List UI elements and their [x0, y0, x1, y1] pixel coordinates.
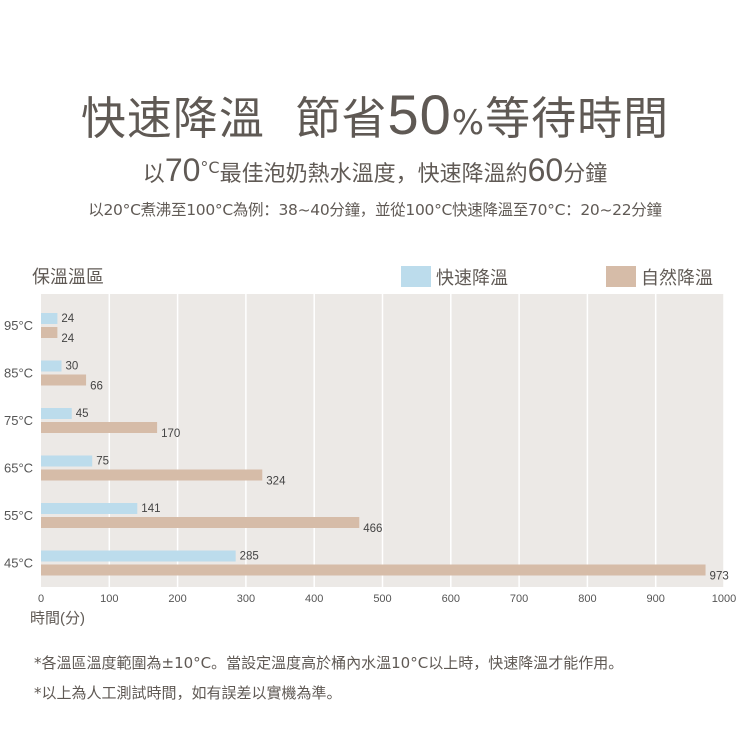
footnote: *以上為人工測試時間，如有誤差以實機為準。 [34, 684, 342, 702]
data-label: 24 [61, 333, 74, 345]
footnotes: *各溫區溫度範圍為±10°C。當設定溫度高於桶內水溫10°C以上時，快速降溫才能… [34, 648, 623, 708]
sub1-number-2: 60 [527, 152, 564, 188]
data-label: 66 [90, 381, 103, 393]
data-label: 75 [96, 456, 109, 468]
data-label: 466 [363, 523, 382, 535]
x-axis-label: 時間(分) [30, 610, 85, 627]
bar [41, 469, 263, 481]
bar [41, 564, 706, 576]
x-tick-label: 700 [510, 593, 528, 605]
x-tick-label: 0 [38, 593, 44, 605]
bar [41, 313, 58, 324]
bar [41, 455, 93, 467]
y-category-label: 75°C [4, 413, 33, 428]
legend-label: 快速降溫 [436, 268, 508, 288]
y-category-label: 55°C [4, 508, 33, 523]
headline-part3: 等待時間 [485, 92, 670, 145]
headline: 快速降溫 節省50%等待時間 [0, 82, 750, 147]
x-tick-label: 900 [647, 593, 665, 605]
data-label: 45 [76, 408, 89, 420]
data-label: 24 [61, 313, 74, 325]
sub1-text-b: 最佳泡奶熱水溫度，快速降溫約 [219, 162, 528, 187]
data-label: 285 [240, 551, 259, 563]
bar-chart: 0 100 200 300 400 500 600 700 800 900 1000 時間(分) 保溫溫… [4, 266, 736, 627]
sub1-text-a: 以 [142, 162, 165, 187]
y-category-label: 85°C [4, 366, 33, 381]
subheadline: 以70°C最佳泡奶熱水溫度，快速降溫約60分鐘 [0, 152, 750, 189]
bar [41, 360, 62, 372]
footnote: *各溫區溫度範圍為±10°C。當設定溫度高於桶內水溫10°C以上時，快速降溫才能… [34, 654, 624, 672]
legend-swatch [606, 266, 636, 287]
data-label: 324 [266, 476, 286, 488]
bar [41, 503, 138, 514]
data-label: 141 [141, 503, 160, 515]
sub1-number-1: 70 [164, 152, 201, 188]
x-tick-label: 800 [578, 593, 596, 605]
bar [41, 408, 72, 419]
x-tick-label: 500 [373, 593, 391, 605]
x-tick-label: 600 [442, 593, 460, 605]
chart-title: 保溫溫區 [32, 267, 104, 287]
data-label: 30 [65, 361, 78, 373]
bar [41, 517, 360, 528]
bar [41, 550, 236, 562]
x-tick-label: 100 [100, 593, 118, 605]
x-tick-label: 400 [305, 593, 323, 605]
headline-part1: 快速降溫 [80, 92, 265, 145]
x-tick-label: 300 [237, 593, 255, 605]
data-label: 170 [161, 428, 180, 440]
y-category-label: 45°C [4, 556, 33, 571]
headline-number: 50 [387, 83, 452, 146]
sub1-text-c: 分鐘 [563, 162, 608, 187]
bar [41, 422, 158, 433]
headline-part2: 節省 [295, 92, 388, 145]
legend-label: 自然降溫 [641, 268, 713, 288]
x-tick-label: 1000 [712, 593, 736, 605]
y-category-label: 95°C [4, 318, 33, 333]
y-category-label: 65°C [4, 461, 33, 476]
x-tick-label: 200 [168, 593, 186, 605]
data-label: 973 [710, 571, 729, 583]
sub1-degree: °C [200, 158, 220, 177]
example-text: 以20°C煮沸至100°C為例：38~40分鐘，並從100°C快速降溫至70°C… [88, 201, 662, 219]
legend-swatch [401, 266, 431, 287]
headline-percent: % [451, 103, 486, 143]
bar [41, 327, 58, 338]
bar [41, 374, 87, 386]
